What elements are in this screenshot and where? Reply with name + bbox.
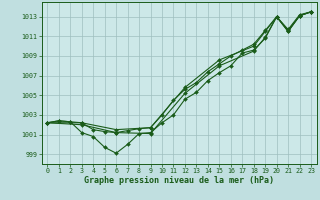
X-axis label: Graphe pression niveau de la mer (hPa): Graphe pression niveau de la mer (hPa)	[84, 176, 274, 185]
